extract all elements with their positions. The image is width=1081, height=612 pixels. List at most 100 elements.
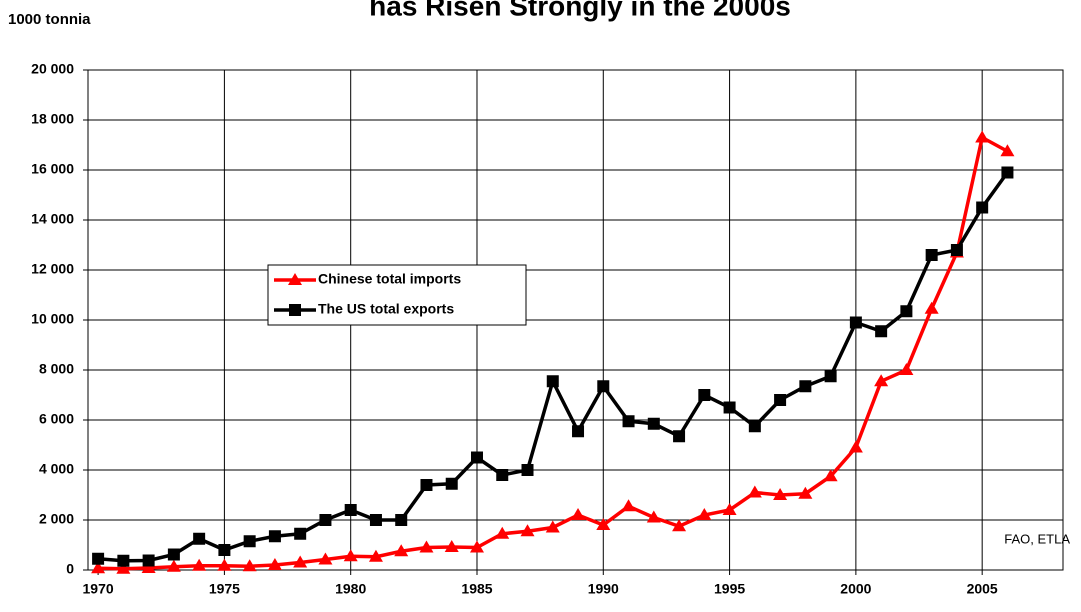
marker bbox=[91, 561, 106, 574]
marker bbox=[546, 375, 559, 388]
marker bbox=[469, 540, 484, 553]
y-tick-label: 0 bbox=[66, 561, 74, 577]
marker bbox=[496, 469, 509, 481]
marker bbox=[824, 370, 837, 383]
legend-label: The US total exports bbox=[318, 301, 454, 317]
marker bbox=[899, 363, 914, 375]
marker bbox=[900, 305, 913, 318]
y-tick-label: 10 000 bbox=[31, 311, 74, 327]
marker bbox=[647, 417, 660, 430]
marker bbox=[545, 520, 560, 533]
marker bbox=[92, 552, 105, 565]
marker bbox=[571, 508, 586, 520]
marker bbox=[193, 532, 206, 545]
marker bbox=[394, 544, 409, 557]
marker bbox=[166, 559, 181, 572]
marker bbox=[521, 464, 534, 476]
marker bbox=[344, 504, 357, 516]
marker bbox=[596, 518, 611, 530]
marker bbox=[799, 380, 812, 393]
x-tick-label: 2005 bbox=[967, 581, 998, 597]
marker bbox=[722, 503, 737, 515]
marker bbox=[217, 558, 232, 571]
marker bbox=[621, 499, 636, 512]
marker bbox=[267, 558, 282, 570]
marker bbox=[495, 526, 510, 539]
marker bbox=[117, 554, 130, 567]
marker bbox=[975, 130, 990, 143]
x-tick-label: 1990 bbox=[588, 581, 619, 597]
marker bbox=[698, 389, 711, 401]
marker bbox=[141, 561, 156, 573]
marker bbox=[723, 401, 736, 414]
marker bbox=[976, 201, 989, 214]
marker bbox=[849, 316, 862, 329]
marker bbox=[848, 440, 863, 453]
y-axis-label: 1000 tonnia bbox=[8, 11, 91, 28]
marker bbox=[925, 249, 938, 261]
marker bbox=[192, 558, 207, 571]
y-tick-label: 8 000 bbox=[39, 361, 74, 377]
x-tick-label: 2000 bbox=[840, 581, 871, 597]
marker bbox=[874, 374, 889, 387]
marker bbox=[142, 554, 155, 567]
marker bbox=[243, 535, 256, 548]
marker bbox=[672, 519, 687, 532]
legend-box bbox=[267, 264, 527, 326]
marker bbox=[622, 415, 635, 428]
marker bbox=[597, 380, 610, 393]
y-tick-label: 18 000 bbox=[31, 111, 74, 127]
marker bbox=[673, 430, 686, 443]
x-tick-label: 1970 bbox=[83, 581, 114, 597]
marker bbox=[368, 549, 383, 562]
marker bbox=[369, 514, 382, 526]
x-tick-label: 1995 bbox=[714, 581, 745, 597]
y-tick-label: 20 000 bbox=[31, 61, 74, 77]
y-tick-label: 4 000 bbox=[39, 461, 74, 477]
y-tick-label: 16 000 bbox=[31, 161, 74, 177]
marker bbox=[268, 530, 281, 543]
marker bbox=[288, 273, 302, 285]
x-tick-label: 1985 bbox=[461, 581, 492, 597]
marker bbox=[748, 420, 761, 433]
marker bbox=[116, 561, 131, 574]
y-tick-label: 12 000 bbox=[31, 261, 74, 277]
marker bbox=[798, 486, 813, 499]
marker bbox=[774, 394, 787, 406]
marker bbox=[167, 548, 180, 561]
marker bbox=[1001, 166, 1014, 179]
marker bbox=[294, 527, 307, 540]
y-tick-label: 6 000 bbox=[39, 411, 74, 427]
legend-label: Chinese total imports bbox=[318, 271, 461, 287]
marker bbox=[875, 325, 888, 338]
x-tick-label: 1975 bbox=[209, 581, 240, 597]
marker bbox=[572, 425, 585, 438]
marker bbox=[444, 540, 459, 552]
marker bbox=[289, 304, 301, 316]
marker bbox=[420, 479, 433, 491]
marker bbox=[445, 477, 458, 490]
marker bbox=[343, 549, 358, 562]
plot-frame bbox=[87, 69, 1064, 571]
marker bbox=[823, 469, 838, 482]
marker bbox=[950, 244, 963, 256]
marker bbox=[218, 544, 231, 556]
marker bbox=[319, 514, 332, 526]
y-tick-label: 14 000 bbox=[31, 211, 74, 227]
marker bbox=[470, 451, 483, 464]
marker bbox=[520, 524, 535, 537]
marker bbox=[242, 559, 257, 572]
marker bbox=[1000, 144, 1015, 157]
marker bbox=[773, 488, 788, 500]
x-tick-label: 1980 bbox=[335, 581, 366, 597]
marker bbox=[697, 508, 712, 520]
chart-title: has Risen Strongly in the 2000s bbox=[369, 0, 791, 21]
marker bbox=[318, 552, 333, 565]
y-tick-label: 2 000 bbox=[39, 511, 74, 527]
legend: Chinese total imports The US total export… bbox=[267, 264, 527, 326]
annotation: FAO, ETLA bbox=[1004, 531, 1070, 546]
marker bbox=[924, 301, 939, 314]
marker bbox=[293, 555, 308, 568]
marker bbox=[419, 540, 434, 553]
